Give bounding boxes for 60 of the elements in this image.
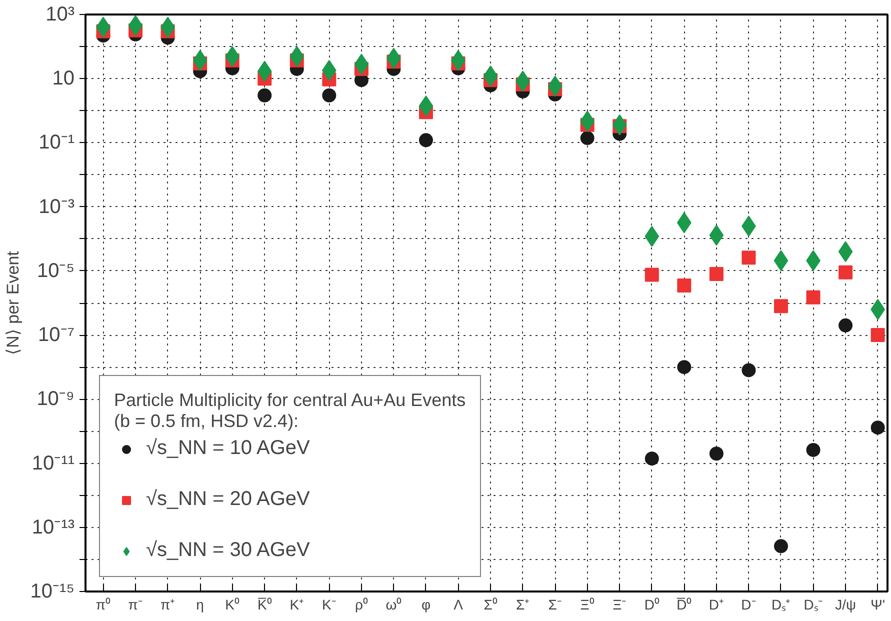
x-tick-label: η bbox=[196, 596, 204, 612]
y-tick-label: 10⁻⁹ bbox=[36, 388, 74, 410]
y-tick-label: 10⁻¹ bbox=[38, 132, 75, 154]
x-tick-label: ω⁰ bbox=[386, 596, 402, 612]
x-tick-label: Σ⁺ bbox=[516, 596, 530, 612]
x-tick-label: ρ⁰ bbox=[354, 596, 368, 612]
legend-label: √s_NN = 10 AGeV bbox=[146, 437, 310, 460]
y-tick-label: 10⁻¹¹ bbox=[32, 452, 75, 474]
x-tick-label: D⁰ bbox=[644, 596, 660, 612]
point bbox=[838, 265, 853, 280]
point bbox=[838, 318, 853, 332]
point bbox=[709, 446, 724, 461]
x-tick-label: J/ψ bbox=[835, 596, 856, 612]
x-tick-label: Ξ⁰ bbox=[580, 596, 594, 612]
x-tick-label: Ψ' bbox=[870, 596, 886, 612]
x-tick-label: Dₛ⁺ bbox=[771, 596, 791, 612]
y-tick-label: 10⁻³ bbox=[38, 196, 75, 218]
point bbox=[742, 363, 756, 378]
point bbox=[806, 442, 820, 457]
x-tick-label: D⁻ bbox=[741, 596, 756, 612]
point bbox=[677, 360, 692, 374]
y-tick-label: 10⁻¹⁵ bbox=[30, 580, 75, 602]
point bbox=[580, 131, 594, 146]
y-tick-label: 10³ bbox=[46, 4, 75, 26]
point bbox=[644, 268, 659, 282]
legend-title: Particle Multiplicity for central Au+Au Events (b = 0.5 fm, HSD v2.4): bbox=[114, 390, 466, 432]
x-tick-label: D⁺ bbox=[708, 596, 724, 612]
x-tick-label: Λ bbox=[454, 596, 464, 612]
y-tick-label: 10 bbox=[52, 68, 75, 90]
x-tick-label: K⁰ bbox=[225, 596, 240, 612]
point bbox=[774, 299, 788, 314]
x-tick-label: K̅⁰ bbox=[257, 596, 272, 612]
point bbox=[258, 88, 272, 102]
x-tick-label: K⁺ bbox=[290, 596, 304, 612]
legend-label: √s_NN = 30 AGeV bbox=[146, 539, 310, 562]
x-tick-label: D̅⁰ bbox=[676, 596, 692, 612]
x-tick-label: Ξ⁻ bbox=[612, 596, 627, 612]
point bbox=[322, 88, 336, 102]
point bbox=[870, 420, 885, 435]
x-tick-label: π⁰ bbox=[96, 596, 111, 612]
x-tick-label: Σ⁻ bbox=[548, 596, 562, 612]
x-tick-label: K⁻ bbox=[322, 596, 336, 612]
x-tick-label: Dₛ⁻ bbox=[804, 596, 823, 612]
point bbox=[806, 290, 820, 304]
x-tick-label: φ bbox=[421, 596, 431, 612]
y-tick-label: 10⁻⁷ bbox=[38, 324, 74, 346]
point bbox=[677, 278, 692, 293]
x-tick-label: Σ⁰ bbox=[484, 596, 498, 612]
y-tick-label: 10⁻⁵ bbox=[36, 260, 75, 282]
x-tick-label: π⁻ bbox=[128, 596, 143, 612]
point bbox=[418, 133, 433, 148]
point bbox=[774, 539, 788, 554]
legend-label: √s_NN = 20 AGeV bbox=[146, 488, 310, 511]
point bbox=[742, 250, 756, 265]
point bbox=[709, 267, 724, 282]
y-tick-label: 10⁻¹³ bbox=[32, 516, 75, 538]
x-tick-label: π⁺ bbox=[160, 596, 176, 612]
y-axis-title: ⟨N⟩ per Event bbox=[3, 250, 22, 355]
point bbox=[644, 452, 659, 466]
point bbox=[870, 328, 885, 342]
